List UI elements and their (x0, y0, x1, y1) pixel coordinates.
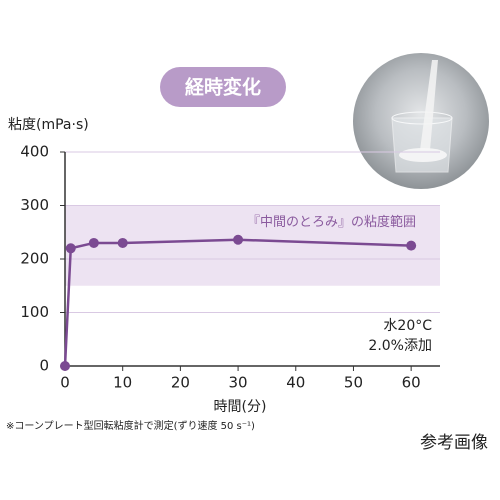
data-point (117, 237, 128, 248)
y-tick-label: 100 (20, 303, 49, 321)
x-tick-label: 0 (60, 374, 70, 392)
data-line (63, 238, 412, 367)
band-label: 『中間のとろみ』の粘度範囲 (247, 214, 416, 230)
x-tick-label: 40 (286, 374, 305, 392)
image-caption: 参考画像 (420, 433, 488, 453)
annotation: 水20°C (383, 318, 432, 334)
x-tick-label: 50 (344, 374, 363, 392)
y-tick-label: 0 (39, 357, 49, 375)
y-tick-label: 200 (20, 250, 49, 268)
y-axis-label: 粘度(mPa·s) (8, 117, 89, 133)
data-point (60, 361, 70, 371)
chart-title: 経時変化 (185, 76, 261, 99)
y-tick-label: 300 (20, 196, 49, 214)
x-axis-label: 時間(分) (214, 399, 267, 415)
annotation: 2.0%添加 (368, 338, 432, 354)
x-tick-label: 60 (402, 374, 421, 392)
data-point (88, 237, 99, 248)
title-badge (160, 67, 286, 107)
data-point (406, 240, 417, 251)
y-tick-label: 400 (20, 143, 49, 161)
data-point (65, 243, 76, 254)
x-tick-label: 30 (229, 374, 248, 392)
x-tick-label: 10 (113, 374, 132, 392)
x-tick-label: 20 (171, 374, 190, 392)
data-point (233, 234, 244, 245)
footnote: ※コーンプレート型回転粘度計で測定(ずり速度 50 s⁻¹) (6, 419, 255, 432)
photo (353, 53, 489, 189)
